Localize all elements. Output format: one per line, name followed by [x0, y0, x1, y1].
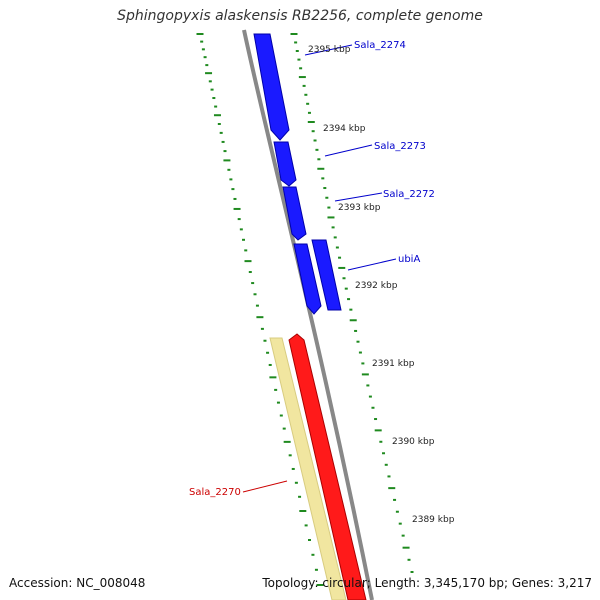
leader-sala-2270 — [242, 480, 288, 493]
gene-label-sala-2274: Sala_2274 — [354, 40, 406, 51]
gene-arrow-ubia[interactable] — [311, 239, 342, 311]
gene-arrow-sala-2273[interactable] — [273, 141, 297, 187]
gene-arrow-red[interactable] — [288, 333, 367, 600]
accession-label: Accession: NC_008048 — [9, 576, 146, 590]
scale-label-2392: 2392 kbp — [355, 281, 398, 291]
scale-label-2390: 2390 kbp — [392, 437, 435, 447]
scale-label-2391: 2391 kbp — [372, 359, 415, 369]
leader-ubia — [347, 258, 397, 271]
genome-backbone — [242, 29, 374, 600]
gene-arrow-sala-2274[interactable] — [253, 33, 290, 141]
scale-label-2389: 2389 kbp — [412, 515, 455, 525]
gene-arrow-gene-lower-left[interactable] — [293, 243, 322, 315]
gene-block-sala-2270[interactable] — [269, 337, 347, 600]
gene-label-sala-2272: Sala_2272 — [383, 189, 435, 200]
gene-arrow-sala-2272[interactable] — [282, 186, 307, 241]
gene-label-ubia: ubiA — [398, 254, 420, 265]
gene-label-sala-2273: Sala_2273 — [374, 141, 426, 152]
scale-label-2395: 2395 kbp — [308, 45, 351, 55]
inner-tick-arc — [290, 33, 414, 573]
genome-title: Sphingopyxis alaskensis RB2256, complete… — [117, 8, 483, 24]
leader-sala-2272 — [334, 192, 383, 202]
topology-label: Topology: circular; Length: 3,345,170 bp… — [262, 576, 592, 590]
leader-sala-2274 — [304, 44, 353, 56]
scale-label-2393: 2393 kbp — [338, 203, 381, 213]
leader-sala-2273 — [324, 144, 373, 157]
scale-label-2394: 2394 kbp — [323, 124, 366, 134]
gene-label-sala-2270: Sala_2270 — [189, 487, 241, 498]
outer-tick-arc — [196, 33, 324, 586]
